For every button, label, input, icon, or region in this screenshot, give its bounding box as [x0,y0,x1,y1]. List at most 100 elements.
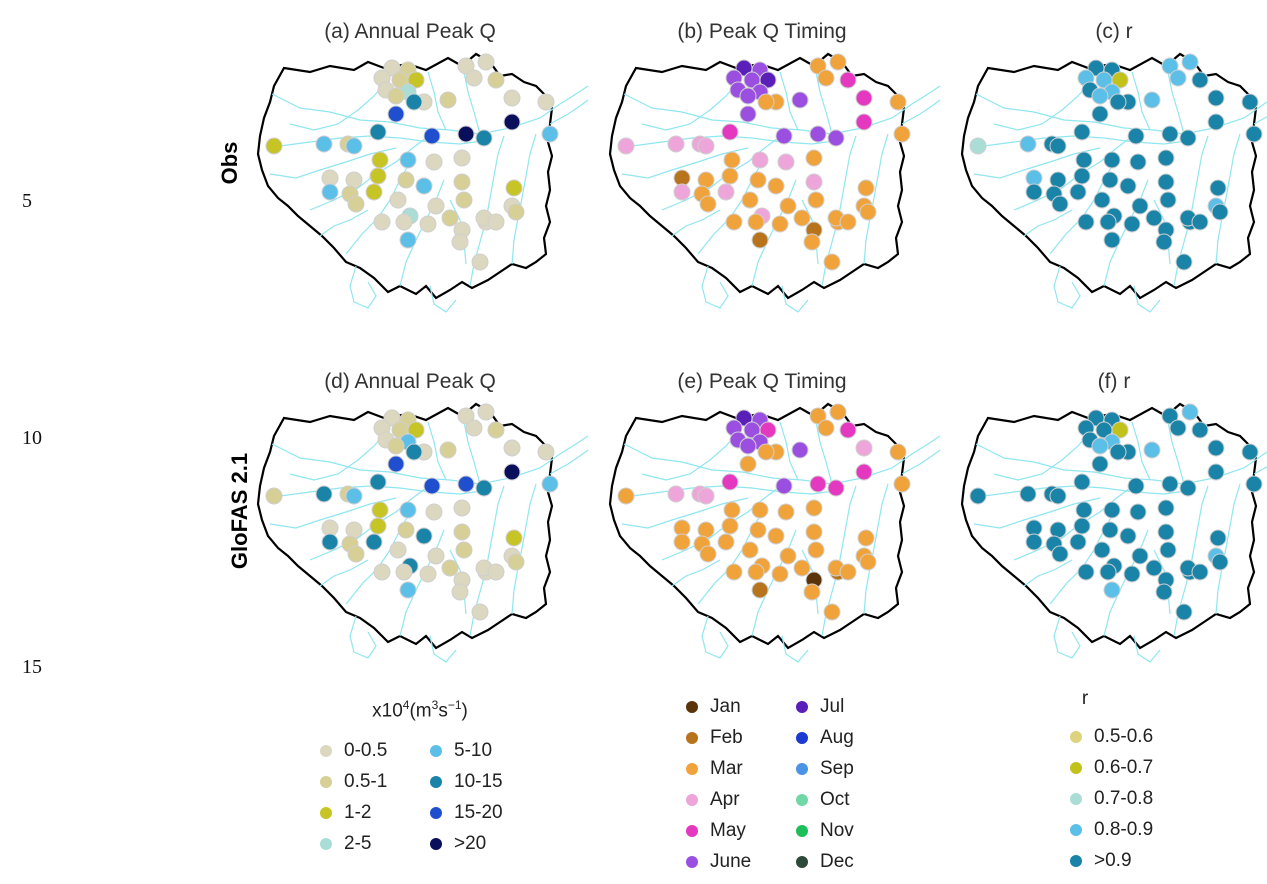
station-point [1175,253,1193,271]
river-line [463,421,481,485]
station-point [1191,71,1209,89]
station-point [407,71,425,89]
station-point [441,209,459,227]
river-line [701,265,729,309]
station-point [839,71,857,89]
station-point [395,213,413,231]
river-line [973,497,1101,529]
panel-title-a: (a) Annual Peak Q [324,20,496,43]
station-point [451,583,469,601]
river-line [779,421,799,481]
station-point [1191,213,1209,231]
station-point [805,499,823,517]
legend-timing-item: Sep [796,758,854,780]
river-line [975,93,1267,135]
station-point [1159,191,1177,209]
station-point [751,501,769,519]
legend-dot-icon [686,763,698,775]
station-point [415,527,433,545]
legend-dot-icon [796,825,808,837]
station-point [347,545,365,563]
station-point [855,113,873,131]
station-point [453,523,471,541]
river-line [901,99,941,125]
station-point [1103,231,1121,249]
station-point [427,197,445,215]
legend-r: r 0.5-0.6 0.6-0.7 0.7-0.8 0.8-0.9 >0.9 [1070,688,1250,880]
river-line [779,71,799,131]
legend-peak-q: x104(m3s−1) 0-0.5 0.5-1 1-2 2-5 5-10 10-15 15-… [320,690,560,880]
station-point [477,53,495,71]
station-point [759,421,777,439]
legend-dot-icon [430,838,442,850]
station-point [1093,541,1111,559]
station-point [725,213,743,231]
station-point [369,517,387,535]
legend-peak-q-title: x104(m3s−1) [320,698,520,722]
station-point [503,89,521,107]
station-point [1049,487,1067,505]
row-label-obs: Obs [217,141,242,185]
station-point [1143,91,1161,109]
legend-peak-q-item: 2-5 [320,833,371,855]
legend-dot-icon [1070,762,1082,774]
station-point [721,123,739,141]
station-point [315,485,333,503]
station-point [1101,521,1119,539]
station-point [1175,603,1193,621]
station-point [1049,521,1067,539]
legend-dot-icon [430,745,442,757]
river-line [1215,133,1241,265]
station-point [699,195,717,213]
station-point [507,553,525,571]
station-point [759,71,777,89]
legend-dot-icon [320,807,332,819]
station-point [405,93,423,111]
station-point [541,475,559,493]
station-point [1073,167,1091,185]
station-point [857,529,875,547]
station-point [749,521,767,539]
station-point [725,563,743,581]
legend-unit-s-exp: −1 [447,698,462,712]
station-point [775,477,793,495]
station-point [757,443,775,461]
station-point [723,151,741,169]
legend-dot-icon [1070,793,1082,805]
line-number-5: 5 [22,190,32,212]
river-line [1103,529,1149,637]
station-point [369,473,387,491]
legend-dot-icon [686,825,698,837]
station-point [817,419,835,437]
station-point [1169,69,1187,87]
river-line [973,147,1101,179]
station-point [471,253,489,271]
legend-timing-item: Apr [686,789,740,811]
station-point [505,529,523,547]
station-point [1075,501,1093,519]
river-line [983,485,1195,497]
river-line [623,85,941,135]
station-point [1019,135,1037,153]
station-point [451,233,469,251]
legend-dot-icon [1070,855,1082,867]
station-point [457,125,475,143]
station-point [839,421,857,439]
station-point [751,151,769,169]
station-point [397,171,415,189]
station-point [399,501,417,519]
station-point [1025,183,1043,201]
river-line [427,71,447,131]
station-point [365,183,383,201]
legend-label: June [710,851,752,872]
station-point [477,403,495,421]
river-line [349,265,377,309]
river-line [1133,635,1161,663]
station-point [457,475,475,493]
legend-timing-item: Oct [796,789,850,811]
station-point [739,437,757,455]
river-line [269,147,397,179]
station-point [893,475,911,493]
station-point [1127,477,1145,495]
station-point [807,191,825,209]
